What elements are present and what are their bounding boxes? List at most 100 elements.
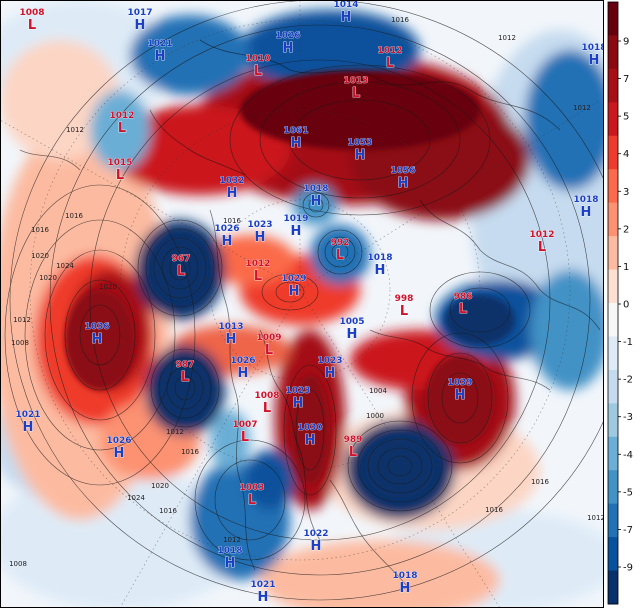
center-value: 992 [331,238,350,248]
coastlines [19,39,601,591]
center-type: H [589,53,600,68]
center-value: 1018 [581,43,606,53]
center-value: 1012 [109,111,134,121]
center-value: 1010 [245,54,270,64]
colorbar-segment [608,169,618,204]
isobar-label: 1016 [31,226,49,234]
colorbar-tick-label: 0 [623,300,629,311]
center-type: H [355,148,366,163]
center-value: 967 [172,254,191,264]
isobar-label: 1016 [181,448,199,456]
isobar-label: 1016 [159,507,177,515]
center-type: H [581,205,592,220]
isobar-label: 1020 [39,274,57,282]
colorbar-segment [608,135,618,170]
center-value: 1022 [303,529,328,539]
colorbar-tick-label: 2 [623,224,629,235]
center-value: 1005 [339,317,364,327]
center-type: H [114,446,125,461]
center-type: L [254,269,262,284]
center-type: H [222,234,233,249]
center-value: 1023 [317,356,342,366]
center-value: 1030 [297,423,322,433]
center-value: 1039 [447,378,472,388]
center-type: H [375,263,386,278]
center-type: L [116,168,124,183]
center-value: 1021 [147,39,172,49]
center-type: L [352,86,360,101]
colorbar-segment [608,369,618,404]
center-value: 1008 [254,391,279,401]
isobar-label: 1012 [13,316,31,324]
center-value: 1003 [239,483,264,493]
colorbar-tick-label: -7 [623,525,633,536]
center-value: 1026 [230,356,255,366]
center-value: 1018 [573,195,598,205]
center-value: 1012 [529,230,554,240]
colorbar: 9 7 5 4 3 2 1 0 -1 -2 -3 -4 -5 -7 -9 [607,1,633,605]
isobar-label: 1016 [391,16,409,24]
center-type: L [400,304,408,319]
colorbar-segment [608,269,618,304]
center-type: H [289,284,300,299]
center-type: L [241,430,249,445]
center-value: 1032 [219,176,244,186]
center-value: 1023 [247,220,272,230]
center-type: H [23,420,34,435]
colorbar-segment [608,202,618,237]
center-type: H [400,581,411,596]
center-type: H [155,49,166,64]
colorbar-tick-label: -3 [623,412,633,423]
center-type: L [118,121,126,136]
colorbar-segment [608,436,618,471]
pressure-centers: 1008L1017H1021H1014H1026H1010L1012L1013L… [15,0,606,606]
center-type: H [347,327,358,342]
center-type: L [177,264,185,279]
isobar-labels: 1012 1016 1020 1024 1020 1016 1012 1008 1012 1016… [9,16,605,568]
graticule [0,0,601,608]
center-value: 998 [395,294,414,304]
center-type: H [225,556,236,571]
center-value: 1061 [283,126,308,136]
colorbar-segment [608,102,618,137]
center-type: H [258,590,269,605]
center-value: 1026 [275,31,300,41]
colorbar-tick-label: -4 [623,450,633,461]
isobar-label: 1008 [11,339,29,347]
colorbar-tick-label: -2 [623,375,633,386]
isobar-label: 1012 [223,536,241,544]
center-value: 1014 [333,0,358,10]
center-value: 987 [176,360,195,370]
isobar-label: 1012 [587,514,605,522]
isobar-label: 1008 [9,560,27,568]
center-type: L [248,493,256,508]
center-type: L [336,248,344,263]
isobar-label: 1024 [127,494,145,502]
center-type: L [349,445,357,460]
center-type: H [311,194,322,209]
center-value: 1026 [106,436,131,446]
colorbar-segment [608,537,618,572]
